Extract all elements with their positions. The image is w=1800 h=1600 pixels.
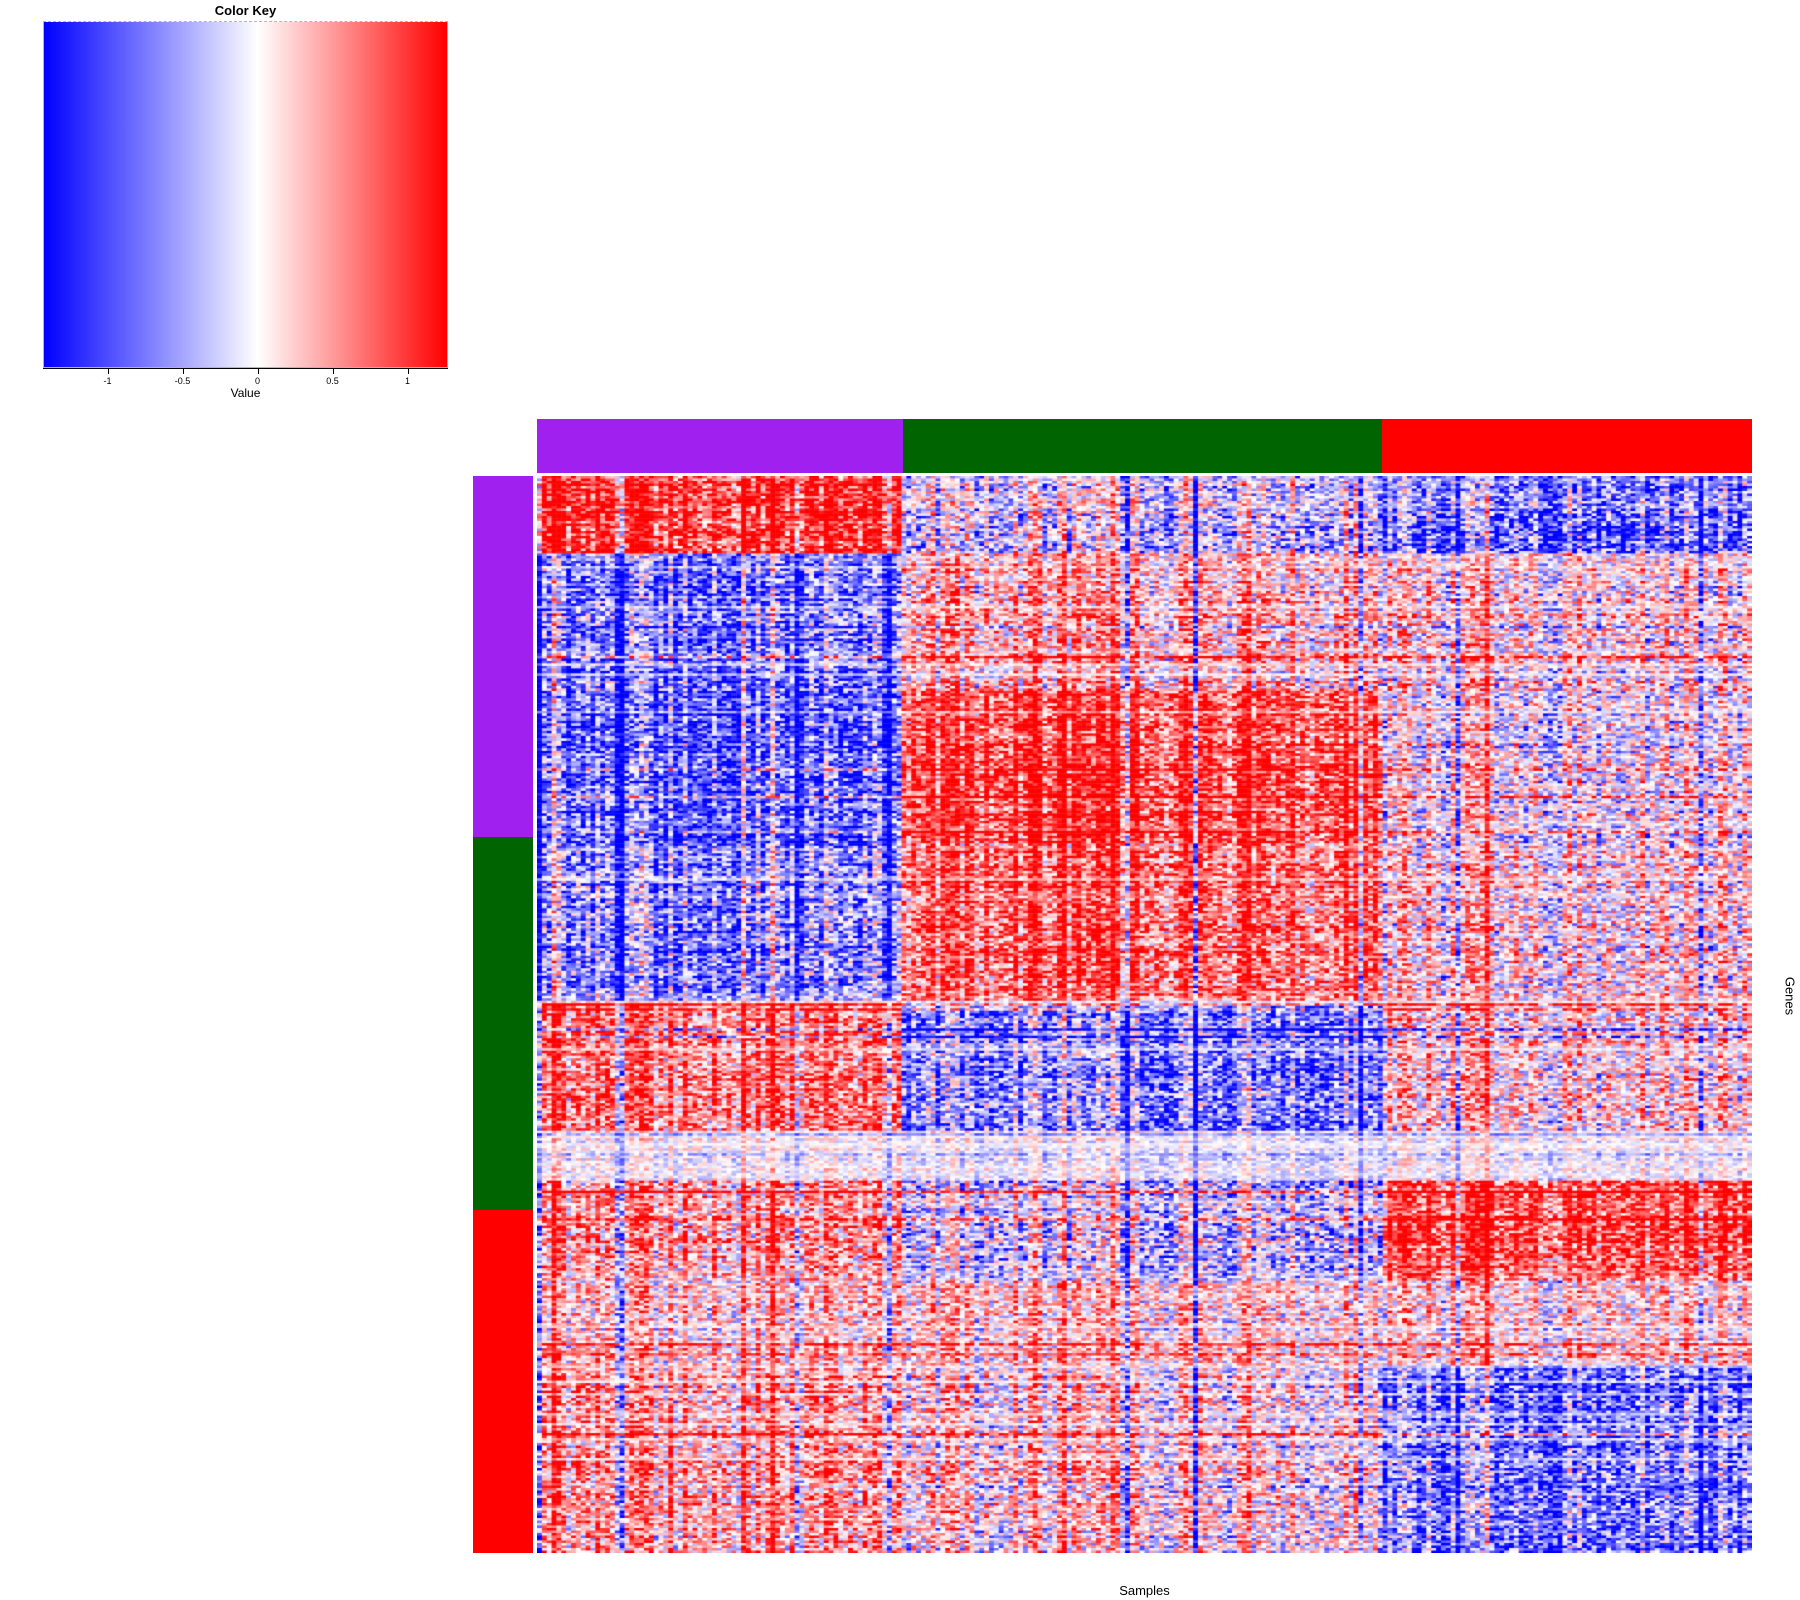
color-key-tick-label: 0 — [254, 376, 260, 386]
row-side-color-band — [473, 476, 533, 1553]
color-key-tick-mark — [332, 368, 334, 374]
color-key-gradient — [44, 22, 447, 367]
color-key-title: Color Key — [214, 3, 277, 18]
column-group-red — [1382, 419, 1752, 473]
x-axis-label-samples: Samples — [1119, 1583, 1170, 1598]
color-key-tick-label: -1 — [103, 376, 112, 386]
color-key-axis-label: Value — [230, 386, 261, 400]
column-group-green — [902, 419, 1383, 473]
color-key-tick-mark — [407, 368, 409, 374]
column-side-color-band — [537, 419, 1752, 473]
color-key-tick-mark — [107, 368, 109, 374]
color-key-tick-label: 1 — [404, 376, 410, 386]
color-key-tick-mark — [182, 368, 184, 374]
color-key-tick-mark — [257, 368, 259, 374]
row-group-purple — [473, 476, 533, 837]
color-key-tick-label: 0.5 — [326, 376, 339, 386]
color-key-axis-line — [43, 368, 448, 369]
column-group-purple — [537, 419, 903, 473]
row-group-green — [473, 837, 533, 1211]
color-key-tick-label: -0.5 — [174, 376, 191, 386]
y-axis-label-genes: Genes — [1782, 976, 1798, 1016]
row-group-red — [473, 1210, 533, 1553]
heatmap-matrix — [537, 476, 1752, 1553]
color-key-box — [43, 21, 448, 368]
